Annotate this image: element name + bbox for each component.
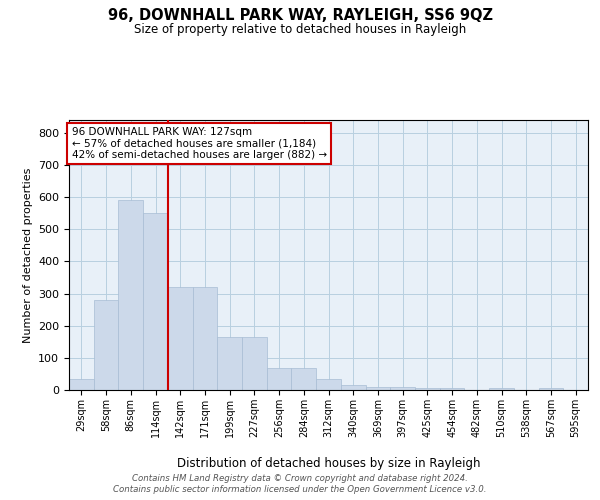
Bar — [193, 287, 217, 390]
Bar — [118, 200, 143, 390]
Bar — [94, 300, 118, 390]
Bar — [341, 385, 365, 390]
Bar — [217, 337, 242, 390]
Bar — [69, 379, 94, 390]
Text: Contains HM Land Registry data © Crown copyright and database right 2024.
Contai: Contains HM Land Registry data © Crown c… — [113, 474, 487, 494]
Bar — [316, 379, 341, 390]
Bar — [390, 387, 415, 390]
Bar — [440, 388, 464, 390]
Bar — [365, 387, 390, 390]
Bar — [267, 368, 292, 390]
Text: 96 DOWNHALL PARK WAY: 127sqm
← 57% of detached houses are smaller (1,184)
42% of: 96 DOWNHALL PARK WAY: 127sqm ← 57% of de… — [71, 126, 327, 160]
Bar — [242, 337, 267, 390]
Bar — [168, 287, 193, 390]
Bar — [415, 388, 440, 390]
Bar — [143, 213, 168, 390]
Text: 96, DOWNHALL PARK WAY, RAYLEIGH, SS6 9QZ: 96, DOWNHALL PARK WAY, RAYLEIGH, SS6 9QZ — [107, 8, 493, 23]
Bar — [292, 368, 316, 390]
Text: Size of property relative to detached houses in Rayleigh: Size of property relative to detached ho… — [134, 22, 466, 36]
Bar — [489, 388, 514, 390]
Bar — [539, 388, 563, 390]
Y-axis label: Number of detached properties: Number of detached properties — [23, 168, 32, 342]
Text: Distribution of detached houses by size in Rayleigh: Distribution of detached houses by size … — [177, 458, 481, 470]
